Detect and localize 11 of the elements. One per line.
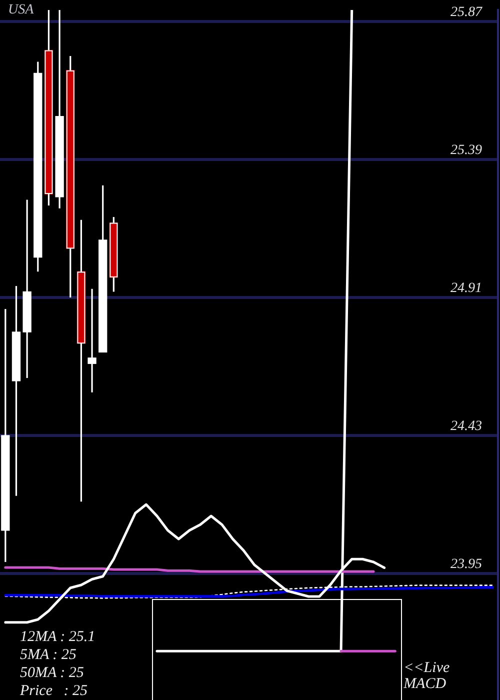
chart-title: USA bbox=[8, 2, 34, 18]
y-tick-label: 23.95 bbox=[450, 557, 482, 572]
y-tick-label: 24.91 bbox=[450, 281, 482, 296]
annotation: <<Live MACD bbox=[402, 660, 450, 692]
y-tick-label: 25.87 bbox=[450, 5, 483, 20]
y-tick-label: 24.43 bbox=[450, 419, 482, 434]
annotation: Price : 25 bbox=[19, 683, 88, 699]
annotation: 50MA : 25 bbox=[20, 665, 84, 681]
annotation: 5MA : 25 bbox=[20, 647, 77, 663]
y-tick-label: 25.39 bbox=[450, 143, 482, 158]
annotation: 12MA : 25.1 bbox=[20, 629, 96, 645]
